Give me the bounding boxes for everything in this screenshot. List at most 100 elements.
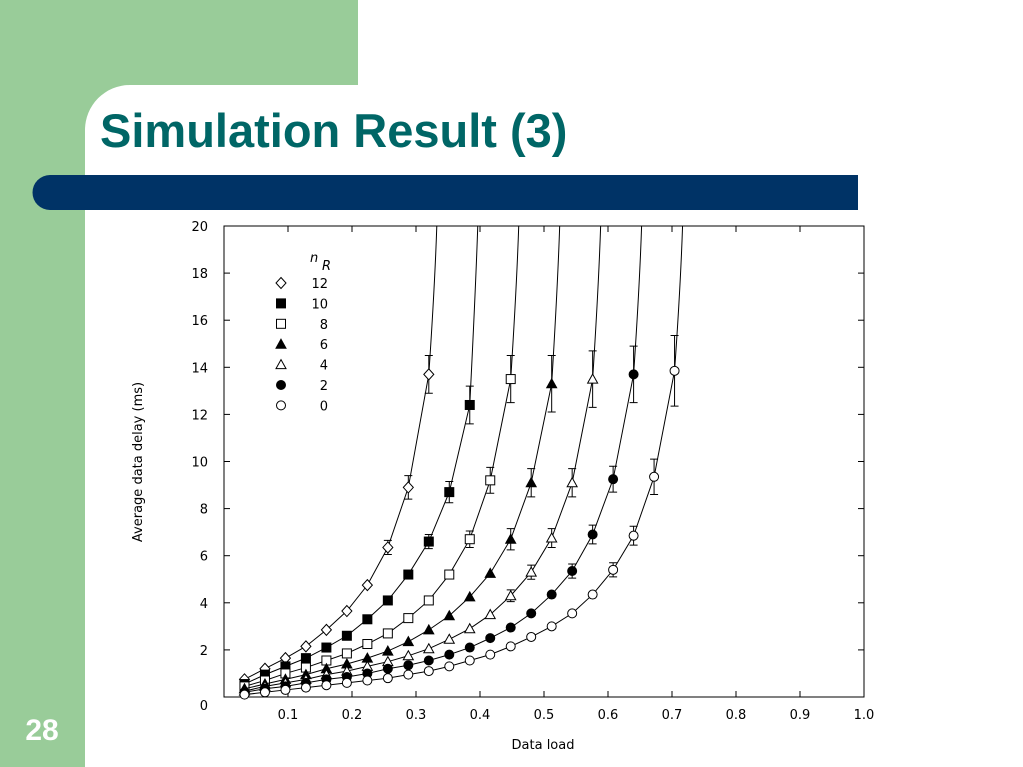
marker bbox=[464, 399, 475, 410]
x-axis-label: Data load bbox=[512, 738, 575, 753]
marker bbox=[526, 631, 537, 642]
marker bbox=[608, 564, 619, 575]
y-tick-label: 18 bbox=[191, 267, 208, 282]
marker bbox=[587, 589, 598, 600]
marker bbox=[546, 589, 557, 600]
marker bbox=[484, 567, 497, 578]
marker bbox=[505, 622, 516, 633]
marker bbox=[381, 645, 394, 656]
marker bbox=[567, 566, 578, 577]
marker bbox=[423, 595, 434, 606]
curve-extension bbox=[428, 225, 438, 375]
marker bbox=[362, 614, 373, 625]
curve-extension bbox=[592, 225, 602, 380]
marker bbox=[402, 649, 415, 661]
y-axis-label: Average data delay (ms) bbox=[131, 382, 146, 542]
marker bbox=[484, 608, 497, 620]
side-band bbox=[0, 0, 85, 767]
legend-marker bbox=[276, 380, 286, 390]
marker bbox=[567, 608, 578, 619]
x-tick-label: 0.4 bbox=[470, 708, 491, 723]
legend-label: 10 bbox=[311, 297, 328, 312]
marker bbox=[628, 530, 639, 541]
y-tick-label: 8 bbox=[200, 503, 208, 518]
marker bbox=[464, 642, 475, 653]
marker bbox=[423, 655, 434, 666]
marker bbox=[321, 642, 332, 653]
marker bbox=[545, 377, 558, 389]
marker bbox=[546, 621, 557, 632]
marker bbox=[341, 648, 352, 659]
marker bbox=[444, 661, 455, 672]
marker bbox=[341, 677, 352, 688]
legend-marker bbox=[276, 318, 286, 329]
legend-label: 6 bbox=[320, 338, 328, 353]
x-tick-label: 0.5 bbox=[534, 708, 555, 723]
legend-label: 12 bbox=[311, 277, 328, 292]
legend-title-sub: R bbox=[322, 259, 331, 274]
y-tick-label: 20 bbox=[191, 220, 208, 235]
legend-label: 4 bbox=[320, 359, 328, 374]
marker bbox=[444, 487, 455, 498]
marker bbox=[361, 578, 374, 592]
y-tick-label: 4 bbox=[200, 597, 208, 612]
y-tick-label: 12 bbox=[191, 408, 208, 423]
slide-number: 28 bbox=[25, 714, 58, 747]
marker bbox=[608, 474, 619, 485]
marker bbox=[504, 589, 517, 601]
top-band bbox=[0, 0, 358, 85]
marker bbox=[403, 660, 414, 671]
curve-extension bbox=[674, 225, 684, 371]
marker bbox=[300, 640, 312, 653]
marker bbox=[463, 622, 476, 634]
marker bbox=[566, 476, 579, 488]
legend-marker bbox=[275, 338, 287, 349]
curve-extension bbox=[510, 225, 520, 380]
legend-label: 0 bbox=[320, 399, 328, 414]
x-tick-label: 0.3 bbox=[406, 708, 427, 723]
y-tick-label: 14 bbox=[191, 361, 208, 376]
marker bbox=[341, 630, 352, 641]
marker bbox=[423, 536, 434, 547]
marker bbox=[320, 623, 333, 637]
marker bbox=[422, 642, 435, 654]
marker bbox=[463, 590, 476, 602]
marker bbox=[586, 373, 599, 384]
marker bbox=[382, 595, 393, 606]
legend-label: 2 bbox=[320, 379, 328, 394]
marker bbox=[382, 663, 393, 674]
chart: Data load Average data delay (ms) 0 2 4 6 8 1… bbox=[131, 220, 874, 753]
marker bbox=[402, 635, 415, 647]
legend-marker bbox=[276, 298, 286, 309]
marker bbox=[382, 541, 394, 554]
marker bbox=[485, 649, 496, 660]
marker bbox=[280, 684, 291, 695]
legend-marker bbox=[275, 276, 287, 290]
x-tick-label: 0.2 bbox=[342, 708, 363, 723]
marker bbox=[464, 655, 475, 666]
marker bbox=[464, 534, 475, 545]
marker bbox=[382, 673, 393, 684]
marker bbox=[504, 533, 517, 544]
marker bbox=[526, 608, 537, 619]
y-tick-label: 2 bbox=[200, 644, 208, 659]
legend-label: 8 bbox=[320, 318, 328, 333]
x-tick-label: 0.1 bbox=[278, 708, 299, 723]
title-rule bbox=[32, 175, 858, 210]
x-tick-label: 0.6 bbox=[598, 708, 619, 723]
marker bbox=[341, 604, 353, 618]
marker bbox=[300, 653, 311, 664]
x-tick-label: 1.0 bbox=[854, 708, 875, 723]
series-line bbox=[244, 383, 553, 690]
series-line bbox=[244, 370, 676, 696]
marker bbox=[649, 471, 660, 482]
slide-title: Simulation Result (3) bbox=[100, 104, 567, 157]
marker bbox=[362, 639, 373, 650]
marker bbox=[545, 532, 558, 543]
marker bbox=[403, 669, 414, 680]
y-tick-label: 10 bbox=[191, 456, 208, 471]
marker bbox=[525, 476, 538, 488]
marker bbox=[300, 682, 311, 693]
